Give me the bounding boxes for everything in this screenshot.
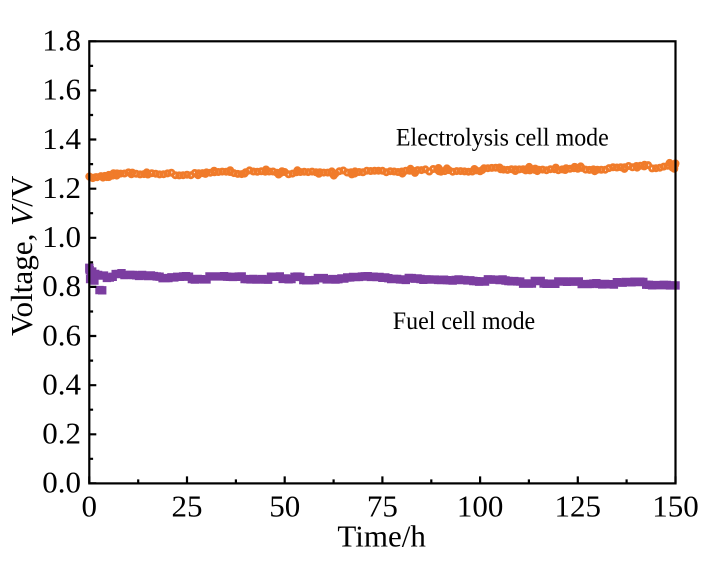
svg-text:0.2: 0.2 (42, 416, 81, 451)
svg-text:100: 100 (457, 489, 504, 524)
svg-text:1.8: 1.8 (42, 23, 81, 58)
svg-text:75: 75 (367, 489, 398, 524)
svg-text:1.0: 1.0 (42, 219, 81, 254)
svg-text:0.4: 0.4 (42, 367, 81, 402)
svg-text:150: 150 (652, 489, 699, 524)
svg-text:Time/h: Time/h (337, 519, 426, 554)
svg-text:Voltage, V/V: Voltage, V/V (4, 175, 39, 336)
svg-text:50: 50 (269, 489, 300, 524)
svg-text:Fuel cell mode: Fuel cell mode (393, 308, 535, 336)
svg-text:1.6: 1.6 (42, 72, 81, 107)
svg-text:25: 25 (172, 489, 203, 524)
svg-text:125: 125 (555, 489, 602, 524)
svg-text:Electrolysis cell mode: Electrolysis cell mode (396, 124, 609, 152)
svg-text:0: 0 (82, 489, 98, 524)
svg-text:0.6: 0.6 (42, 317, 81, 352)
svg-text:0.0: 0.0 (42, 465, 81, 500)
svg-text:0.8: 0.8 (42, 268, 81, 303)
svg-text:1.4: 1.4 (42, 121, 81, 156)
svg-text:1.2: 1.2 (42, 170, 81, 205)
